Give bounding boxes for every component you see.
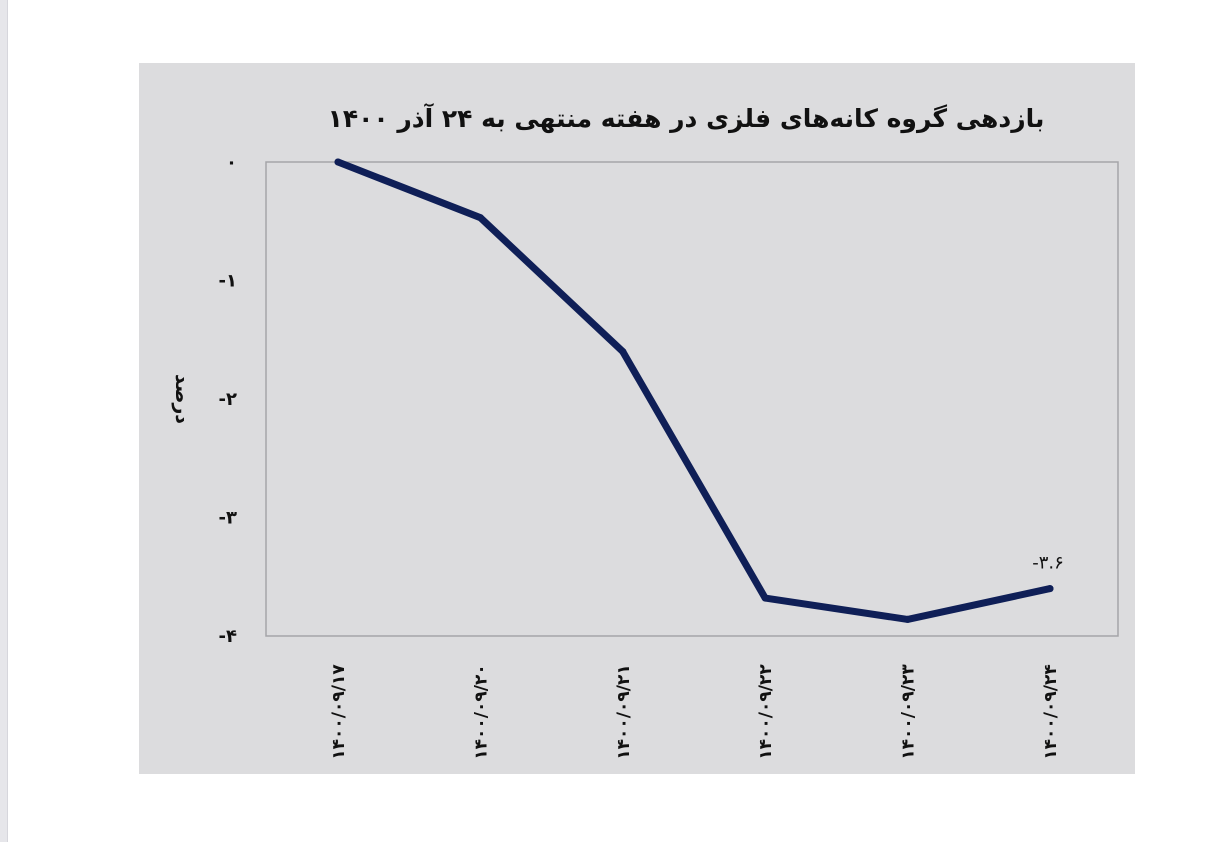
data-point bbox=[619, 348, 627, 356]
data-point bbox=[761, 594, 769, 602]
window-edge bbox=[0, 0, 8, 842]
series-line bbox=[334, 158, 1054, 623]
data-points bbox=[334, 158, 1054, 623]
y-axis-ticks: ۰ -۱ -۲ -۳ -۴ bbox=[219, 152, 237, 647]
plot-area bbox=[265, 161, 1119, 637]
data-label: -۳.۶ bbox=[1032, 553, 1064, 574]
y-tick-label: -۳ bbox=[219, 508, 237, 529]
data-point bbox=[1046, 585, 1054, 593]
data-point bbox=[476, 214, 484, 222]
x-tick-label: ۱۴۰۰/۰۹/۱۷ bbox=[329, 664, 349, 760]
y-tick-label: ۰ bbox=[226, 152, 237, 173]
x-tick-label: ۱۴۰۰/۰۹/۲۴ bbox=[1041, 664, 1061, 759]
data-point bbox=[334, 158, 342, 166]
chart-title: بازدهی گروه کانه‌های فلزی در هفته منتهی … bbox=[328, 103, 1045, 134]
x-tick-label: ۱۴۰۰/۰۹/۲۰ bbox=[471, 664, 491, 759]
data-point bbox=[904, 615, 912, 623]
x-axis-ticks: ۱۴۰۰/۰۹/۱۷ ۱۴۰۰/۰۹/۲۰ ۱۴۰۰/۰۹/۲۱ ۱۴۰۰/۰۹/۲۲… bbox=[329, 664, 1061, 760]
x-tick-label: ۱۴۰۰/۰۹/۲۱ bbox=[614, 664, 634, 759]
y-tick-label: -۲ bbox=[219, 389, 237, 410]
x-tick-label: ۱۴۰۰/۰۹/۲۳ bbox=[899, 664, 919, 760]
y-tick-label: -۴ bbox=[219, 626, 237, 647]
y-axis-title: درصد bbox=[171, 374, 193, 424]
y-tick-label: -۱ bbox=[219, 271, 237, 292]
data-labels: -۳.۶ bbox=[1032, 553, 1064, 574]
x-tick-label: ۱۴۰۰/۰۹/۲۲ bbox=[756, 664, 776, 760]
